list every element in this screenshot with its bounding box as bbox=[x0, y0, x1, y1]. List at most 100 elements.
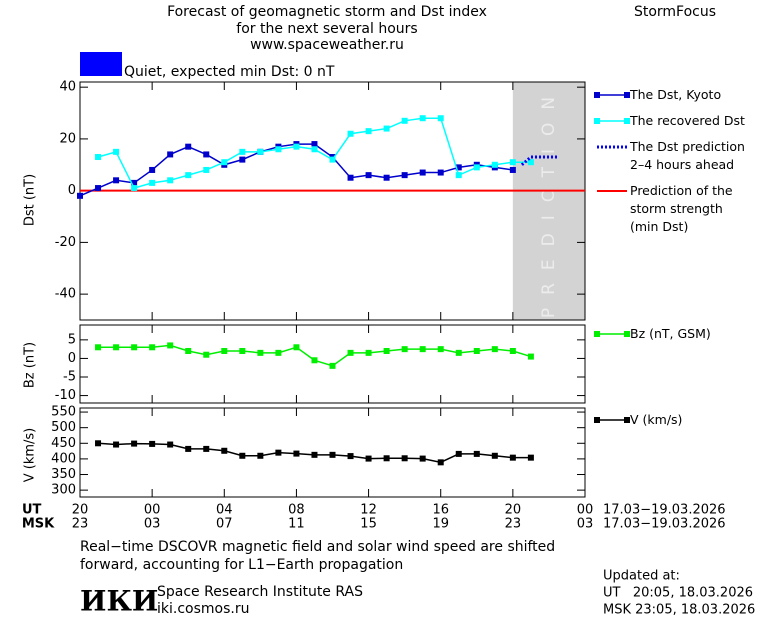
y-tick-label: 500 bbox=[51, 420, 76, 435]
x-tick-label: 20 bbox=[505, 503, 522, 518]
legend-marker bbox=[624, 118, 630, 124]
series-marker bbox=[167, 151, 174, 158]
updated-ut: UT 20:05, 18.03.2026 bbox=[603, 586, 753, 601]
series-marker bbox=[239, 156, 246, 163]
series-marker bbox=[491, 161, 498, 168]
series-marker bbox=[185, 348, 192, 354]
y-tick-label: 300 bbox=[51, 483, 76, 498]
series-marker bbox=[311, 357, 318, 364]
series-marker bbox=[113, 344, 120, 351]
series-marker bbox=[167, 177, 174, 184]
series-marker bbox=[311, 141, 318, 148]
series-marker bbox=[203, 151, 210, 158]
x-tick-label: 08 bbox=[288, 503, 305, 518]
series-marker bbox=[527, 353, 534, 360]
series-marker bbox=[401, 455, 408, 462]
series-marker bbox=[455, 164, 462, 171]
series-marker bbox=[221, 447, 228, 454]
y-tick-label: -40 bbox=[55, 287, 76, 302]
legend-label: The recovered Dst bbox=[630, 113, 745, 128]
y-tick-label: 550 bbox=[51, 405, 76, 420]
y-axis-title: V (km/s) bbox=[23, 428, 38, 483]
title-line: www.spaceweather.ru bbox=[250, 37, 404, 53]
series-marker bbox=[527, 454, 534, 461]
legend-marker bbox=[594, 118, 600, 124]
series-marker bbox=[239, 348, 246, 354]
legend-marker bbox=[624, 417, 630, 423]
series-marker bbox=[491, 346, 498, 353]
series-marker bbox=[329, 362, 336, 369]
legend-marker bbox=[594, 92, 600, 98]
series-marker bbox=[149, 344, 156, 351]
series-marker bbox=[419, 169, 426, 176]
series-marker bbox=[473, 348, 480, 354]
title-line: Forecast of geomagnetic storm and Dst in… bbox=[167, 4, 487, 20]
status-box bbox=[80, 52, 122, 76]
plot-frame bbox=[79, 407, 586, 498]
series-marker bbox=[113, 177, 120, 184]
x-tick-label-msk: 19 bbox=[432, 517, 449, 532]
series-marker bbox=[527, 159, 534, 166]
legend-label: The Dst prediction 2–4 hours ahead bbox=[630, 139, 745, 172]
status-text: Quiet, expected min Dst: 0 nT bbox=[124, 64, 335, 80]
series-marker bbox=[437, 346, 444, 353]
series-marker bbox=[221, 348, 228, 354]
series-marker bbox=[455, 349, 462, 356]
legend-label: Prediction of the storm strength (min Ds… bbox=[630, 183, 733, 234]
legend-marker bbox=[594, 331, 600, 337]
x-tick-label: 00 bbox=[577, 503, 594, 518]
date-range: 17.03−19.03.2026 bbox=[603, 517, 726, 532]
series-marker bbox=[419, 346, 426, 353]
prediction-label: PREDICTION bbox=[539, 84, 559, 318]
series-marker bbox=[203, 445, 210, 452]
series-marker bbox=[329, 451, 336, 458]
y-tick-label: 20 bbox=[59, 131, 76, 146]
legend-label: The Dst, Kyoto bbox=[630, 87, 722, 102]
series-marker bbox=[419, 455, 426, 462]
plot-frame bbox=[79, 324, 586, 404]
series-marker bbox=[113, 148, 120, 155]
y-tick-label: 400 bbox=[51, 451, 76, 466]
series-marker bbox=[473, 164, 480, 171]
series-marker bbox=[383, 174, 390, 181]
series-marker bbox=[239, 148, 246, 155]
series-marker bbox=[401, 346, 408, 353]
x-tick-label-msk: 03 bbox=[577, 517, 594, 532]
series-marker bbox=[149, 440, 156, 447]
series-marker bbox=[131, 185, 138, 192]
series-marker bbox=[509, 166, 516, 173]
series-marker bbox=[95, 440, 102, 447]
series-marker bbox=[311, 146, 318, 153]
series-marker bbox=[203, 166, 210, 173]
series-marker bbox=[257, 349, 264, 356]
x-tick-label: 04 bbox=[216, 503, 233, 518]
legend-label: V (km/s) bbox=[630, 412, 683, 427]
series-marker bbox=[203, 351, 210, 358]
ut-label: UT bbox=[22, 503, 42, 518]
y-axis-title: Dst (nT) bbox=[23, 174, 38, 226]
series-marker bbox=[401, 117, 408, 124]
series-marker bbox=[329, 156, 336, 163]
series-marker bbox=[383, 455, 390, 462]
brand: StormFocus bbox=[634, 4, 716, 20]
series-marker bbox=[509, 159, 516, 166]
series-marker bbox=[113, 441, 120, 448]
x-tick-label-msk: 23 bbox=[505, 517, 522, 532]
series-marker bbox=[131, 179, 138, 186]
series-marker bbox=[77, 192, 83, 199]
series-marker bbox=[347, 453, 354, 460]
institute: Space Research Institute RAS bbox=[157, 584, 363, 600]
series-marker bbox=[419, 115, 426, 122]
series-marker bbox=[383, 125, 390, 132]
footer-note: Real−time DSCOVR magnetic field and sola… bbox=[80, 539, 556, 573]
series-marker bbox=[275, 349, 282, 356]
series-marker bbox=[437, 169, 444, 176]
x-tick-label-msk: 23 bbox=[72, 517, 89, 532]
series-marker bbox=[95, 154, 102, 161]
series-marker bbox=[491, 452, 498, 459]
series-marker bbox=[311, 451, 318, 458]
series-marker bbox=[455, 450, 462, 457]
series-marker bbox=[149, 166, 156, 173]
x-tick-label: 12 bbox=[360, 503, 377, 518]
